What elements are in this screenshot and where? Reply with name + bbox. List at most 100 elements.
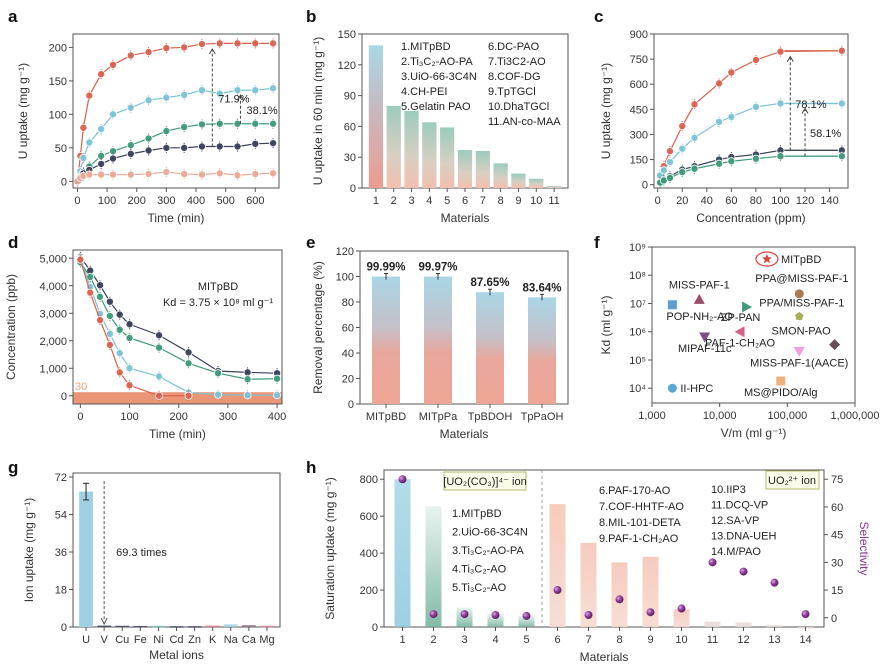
x-tick-label: 3	[461, 634, 467, 646]
scatter-point: PPA/MISS-PAF-1	[759, 297, 844, 321]
data-point	[659, 166, 668, 175]
data-point	[269, 39, 278, 48]
selectivity-point	[460, 610, 469, 619]
data-point	[837, 99, 846, 108]
annotation-line1: MITpBD	[198, 281, 238, 293]
data-point	[197, 40, 206, 49]
data-point	[180, 169, 189, 178]
y-tick-label: 100	[336, 272, 354, 284]
star-marker	[762, 253, 772, 264]
data-point	[776, 47, 785, 56]
y2-tick-label: 0	[831, 613, 837, 625]
legend-item: 7.COF-HHTF-AO	[599, 501, 684, 513]
bar	[223, 624, 238, 627]
bar	[133, 625, 148, 628]
data-point	[125, 364, 134, 373]
x-tick-label: 4	[426, 195, 432, 207]
data-point	[243, 375, 252, 384]
group2-label: UO₂²⁺ ion	[768, 475, 816, 487]
scatter-point: ZP-PAN	[721, 301, 760, 324]
y-axis-label: Kd (ml g⁻¹)	[599, 295, 613, 354]
plot-frame	[383, 469, 825, 628]
y-tick-label: 0	[348, 399, 354, 411]
data-point	[665, 173, 674, 182]
x-tick-label: Mg	[259, 634, 274, 646]
data-point	[144, 169, 153, 178]
data-point	[776, 152, 785, 161]
data-point	[162, 167, 171, 176]
panel-e: e 0 20 40 60 80 100 120 Materials Removal percent…	[306, 233, 569, 441]
bar	[424, 276, 452, 404]
square-marker	[667, 300, 677, 310]
y-tick-label: 10⁸	[629, 270, 646, 282]
data-point	[126, 51, 135, 60]
legend-item: 2.Ti₃C₂-AO-PA	[401, 56, 473, 68]
legend-item: 5.Ti₃C₂-AO	[452, 582, 507, 594]
x-tick-label: 12	[737, 634, 749, 646]
data-point	[678, 168, 687, 177]
x-axis-label: Concentration (ppm)	[696, 211, 805, 225]
panel-c: c 0 150 300 450 600 750 900 0 20 40 60 80 100 120 140 Co…	[594, 7, 849, 225]
y-tick-label: 18	[55, 585, 67, 597]
data-point	[251, 139, 260, 148]
panel-label: b	[306, 7, 316, 26]
plot-frame	[72, 249, 283, 405]
data-point	[184, 359, 193, 368]
plot-frame	[653, 33, 849, 189]
data-point	[715, 159, 724, 168]
y-tick-label: 90	[344, 91, 356, 103]
bar	[673, 609, 690, 627]
data-point	[269, 84, 278, 93]
panel-b: b 0 30 60 90 120 150 Materials U uptake in 60 mi…	[306, 7, 569, 225]
y-tick-label: 50	[55, 143, 67, 155]
x-tick-label: 10	[530, 195, 542, 207]
bar	[151, 625, 166, 628]
data-point	[715, 79, 724, 88]
legend-item: 8.MIL-101-DETA	[599, 517, 681, 529]
band-label: 30	[75, 381, 87, 393]
point-label: II-HPC	[680, 383, 713, 395]
x-tick-label: Na	[224, 634, 239, 646]
data-point	[97, 159, 106, 168]
data-point	[162, 127, 171, 136]
group1-label: [UO₂(CO₃)]⁴⁻ ion	[443, 476, 526, 488]
panel-label: a	[8, 7, 18, 26]
data-point	[155, 331, 164, 340]
x-axis-label: Materials	[440, 427, 489, 441]
x-tick-label: K	[209, 634, 217, 646]
data-point	[97, 125, 106, 134]
bar	[518, 615, 535, 627]
data-point	[109, 60, 118, 69]
x-tick-label: 100	[98, 195, 116, 207]
panel-g: g 0 18 36 54 72 Metal ions Ion uptake (mg g⁻¹) 6…	[8, 458, 281, 662]
y-tick-label: 54	[55, 510, 67, 522]
y-tick-label: 10⁹	[629, 242, 646, 254]
x-tick-label: 500	[216, 195, 234, 207]
data-point	[269, 139, 278, 148]
x-tick-label: Cd	[169, 634, 183, 646]
x-tick-label: 1,000,000	[831, 410, 880, 422]
y-tick-label: 72	[55, 472, 67, 484]
y-axis-label: Removal percentage (%)	[311, 261, 325, 394]
x-tick-label: MITpPa	[419, 411, 458, 423]
y-tick-label: 150	[338, 29, 356, 41]
data-point	[233, 86, 242, 95]
y-tick-label: 600	[360, 511, 378, 523]
group1-box	[443, 471, 527, 491]
data-point	[162, 93, 171, 102]
square-marker	[776, 376, 786, 386]
y-tick-label: 3,000	[39, 308, 67, 320]
data-point	[197, 142, 206, 151]
bar	[580, 542, 597, 627]
point-label: POP-NH₂-AO	[666, 311, 733, 323]
x-tick-label: 60	[725, 195, 737, 207]
group2-box	[765, 470, 820, 490]
circle-marker	[667, 383, 677, 393]
data-point	[690, 164, 699, 173]
y-tick-label: 5,000	[39, 253, 67, 265]
selectivity-point	[739, 567, 748, 576]
data-point	[715, 117, 724, 126]
data-point	[690, 133, 699, 142]
